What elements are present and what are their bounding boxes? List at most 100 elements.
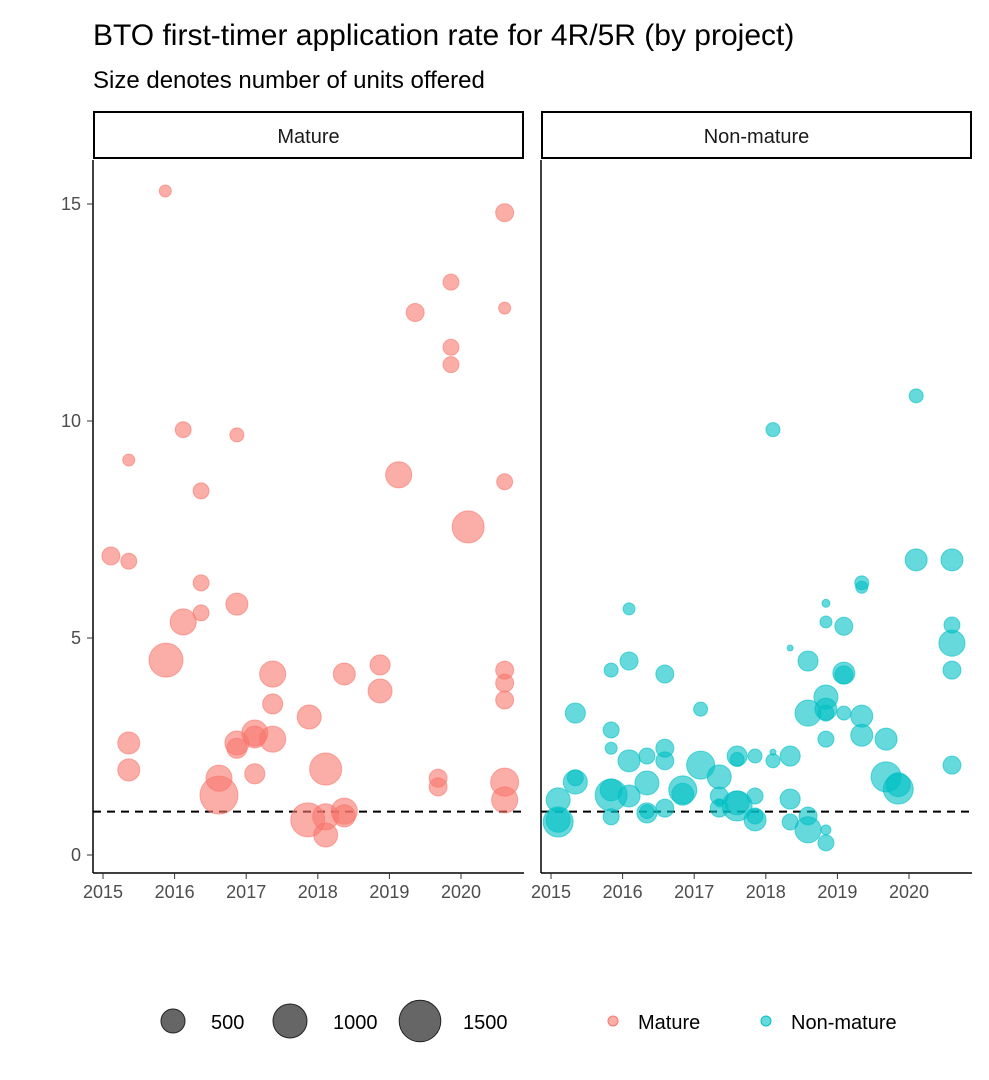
y-tick-label: 5 bbox=[71, 628, 81, 648]
data-point bbox=[836, 705, 852, 721]
size-legend-key bbox=[398, 999, 442, 1043]
x-tick-label: 2019 bbox=[817, 882, 857, 902]
x-tick-label: 2019 bbox=[369, 882, 409, 902]
x-tick-label: 2017 bbox=[674, 882, 714, 902]
data-point bbox=[729, 752, 745, 768]
data-point bbox=[495, 203, 515, 223]
data-point bbox=[117, 758, 141, 782]
y-tick-label: 15 bbox=[61, 194, 81, 214]
data-point bbox=[724, 790, 750, 816]
data-point bbox=[192, 604, 210, 622]
data-point bbox=[617, 749, 641, 773]
color-legend-key bbox=[607, 1015, 619, 1027]
data-point bbox=[655, 664, 675, 684]
data-point bbox=[817, 834, 835, 852]
data-point bbox=[786, 644, 794, 652]
data-point bbox=[855, 580, 869, 594]
data-point bbox=[451, 510, 485, 544]
data-point bbox=[259, 660, 287, 688]
data-point bbox=[122, 453, 136, 467]
data-point bbox=[747, 748, 763, 764]
data-point bbox=[148, 642, 184, 678]
data-point bbox=[158, 184, 172, 198]
data-point bbox=[442, 356, 460, 374]
data-point bbox=[495, 673, 515, 693]
data-point bbox=[874, 727, 898, 751]
size-legend-key bbox=[160, 1008, 186, 1034]
data-point bbox=[638, 747, 656, 765]
data-point bbox=[779, 745, 801, 767]
data-point bbox=[385, 461, 413, 489]
data-point bbox=[671, 782, 695, 806]
x-tick-label: 2020 bbox=[889, 882, 929, 902]
facet-label: Mature bbox=[277, 126, 339, 148]
size-legend-label: 1500 bbox=[463, 1012, 508, 1034]
data-point bbox=[226, 737, 248, 759]
data-point bbox=[332, 662, 356, 686]
data-point bbox=[564, 702, 586, 724]
data-point bbox=[850, 723, 874, 747]
data-point bbox=[617, 784, 641, 808]
data-point bbox=[942, 755, 962, 775]
data-point bbox=[639, 804, 655, 820]
data-point bbox=[797, 650, 819, 672]
data-point bbox=[405, 303, 425, 322]
data-point bbox=[942, 660, 962, 680]
x-tick-label: 2018 bbox=[298, 882, 338, 902]
x-tick-label: 2020 bbox=[441, 882, 481, 902]
data-point bbox=[655, 751, 675, 771]
data-point bbox=[622, 602, 636, 616]
data-point bbox=[746, 807, 764, 825]
chart-title: BTO first-timer application rate for 4R/… bbox=[93, 19, 794, 52]
data-point bbox=[746, 787, 764, 805]
color-legend-label: Non-mature bbox=[791, 1012, 897, 1034]
data-point bbox=[101, 546, 121, 566]
data-point bbox=[604, 741, 618, 755]
data-point bbox=[834, 665, 854, 685]
data-point bbox=[192, 574, 210, 592]
data-point bbox=[192, 482, 210, 500]
x-tick-label: 2015 bbox=[531, 882, 571, 902]
chart-subtitle: Size denotes number of units offered bbox=[93, 67, 485, 94]
data-point bbox=[225, 592, 249, 616]
facet-strip bbox=[93, 111, 524, 159]
data-point bbox=[817, 730, 835, 748]
data-point bbox=[120, 552, 138, 570]
data-point bbox=[174, 421, 192, 439]
data-point bbox=[442, 273, 460, 291]
x-tick-label: 2016 bbox=[603, 882, 643, 902]
size-legend-label: 500 bbox=[211, 1012, 244, 1034]
data-point bbox=[566, 769, 584, 787]
data-point bbox=[908, 388, 924, 404]
x-tick-label: 2017 bbox=[226, 882, 266, 902]
data-point bbox=[938, 629, 966, 657]
data-point bbox=[602, 721, 620, 739]
color-legend-label: Mature bbox=[638, 1012, 700, 1034]
data-point bbox=[491, 786, 519, 814]
data-point bbox=[442, 338, 460, 356]
data-point bbox=[229, 427, 245, 443]
size-legend-label: 1000 bbox=[333, 1012, 378, 1034]
color-legend-key bbox=[760, 1015, 772, 1027]
data-point bbox=[428, 777, 448, 797]
data-point bbox=[369, 654, 391, 676]
data-point bbox=[244, 763, 266, 785]
data-point bbox=[765, 753, 781, 769]
data-point bbox=[309, 752, 343, 786]
facet-panel-mature: Mature 2015 2016 2017 2018 2019 2020 0 5 10 15 bbox=[61, 111, 524, 902]
data-point bbox=[262, 693, 284, 715]
data-point bbox=[332, 804, 356, 828]
data-point bbox=[619, 651, 639, 671]
data-point bbox=[655, 798, 675, 818]
size-legend-key bbox=[272, 1003, 308, 1039]
data-point bbox=[821, 598, 831, 608]
data-point bbox=[798, 806, 818, 826]
data-point bbox=[817, 704, 835, 722]
x-tick-label: 2018 bbox=[746, 882, 786, 902]
data-point bbox=[602, 808, 620, 826]
data-point bbox=[706, 764, 732, 790]
data-point bbox=[199, 775, 239, 815]
data-point bbox=[169, 608, 197, 636]
